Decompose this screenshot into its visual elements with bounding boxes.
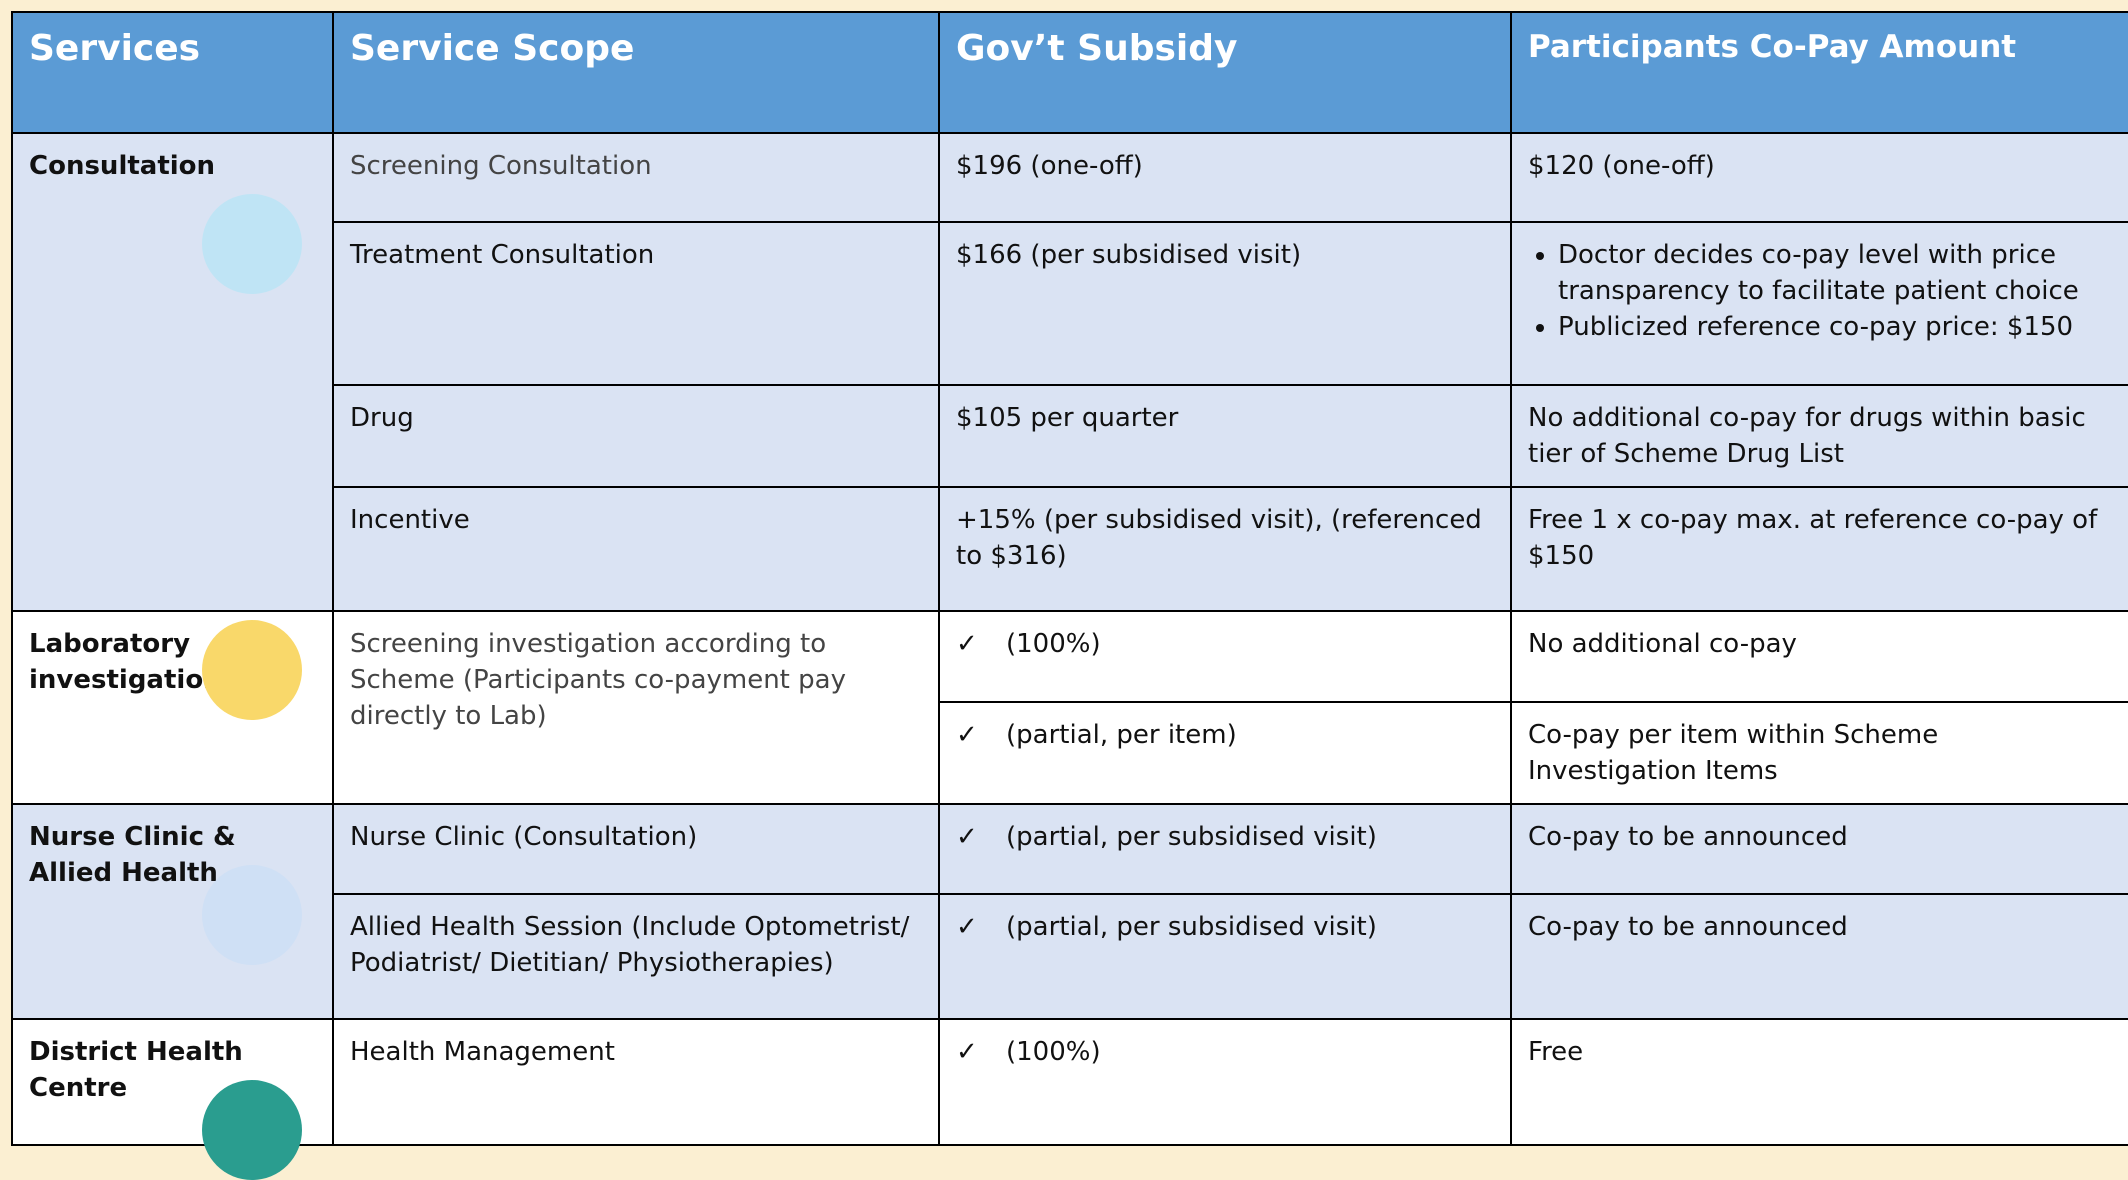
subsidy-cell: +15% (per subsidised visit), (referenced…: [939, 487, 1511, 611]
header-cell: Participants Co-Pay Amount: [1511, 12, 2128, 133]
copay-text: No additional co-pay: [1528, 629, 1797, 659]
copay-text: Co-pay to be announced: [1528, 822, 1848, 852]
subsidy-cell: $105 per quarter: [939, 385, 1511, 487]
service-cell: Consultation: [12, 133, 333, 611]
service-icon: [202, 865, 302, 965]
service-cell: Laboratory investigation: [12, 611, 333, 804]
copay-cell: Doctor decides co-pay level with price t…: [1511, 222, 2128, 385]
subsidy-text: (100%): [1006, 1037, 1101, 1067]
subsidy-cell: $196 (one-off): [939, 133, 1511, 222]
service-icon: [202, 194, 302, 294]
subsidy-text: $196 (one-off): [956, 151, 1143, 181]
subsidy-text: $105 per quarter: [956, 403, 1178, 433]
scope-cell: Screening investigation according to Sch…: [333, 611, 939, 804]
check-mark: ✓: [956, 909, 1006, 945]
copay-cell: Co-pay to be announced: [1511, 894, 2128, 1019]
service-icon: [202, 620, 302, 720]
check-mark: ✓: [956, 626, 1006, 662]
header-cell: Gov’t Subsidy: [939, 12, 1511, 133]
scope-cell: Screening Consultation: [333, 133, 939, 222]
copay-text: No additional co-pay for drugs within ba…: [1528, 403, 2086, 469]
copay-cell: $120 (one-off): [1511, 133, 2128, 222]
scope-cell: Drug: [333, 385, 939, 487]
copay-text: Free 1 x co-pay max. at reference co-pay…: [1528, 505, 2097, 571]
service-icon: [202, 1080, 302, 1180]
scope-cell: Nurse Clinic (Consultation): [333, 804, 939, 894]
subsidy-text: (partial, per subsidised visit): [1006, 822, 1377, 852]
subsidy-cell: ✓(partial, per subsidised visit): [939, 804, 1511, 894]
subsidy-text: +15% (per subsidised visit), (referenced…: [956, 505, 1482, 571]
subsidy-text: $166 (per subsidised visit): [956, 240, 1301, 270]
check-mark: ✓: [956, 717, 1006, 753]
header-cell: Services: [12, 12, 333, 133]
scope-cell: Health Management: [333, 1019, 939, 1145]
copay-cell: Co-pay to be announced: [1511, 804, 2128, 894]
subsidy-cell: $166 (per subsidised visit): [939, 222, 1511, 385]
copay-cell: Free 1 x co-pay max. at reference co-pay…: [1511, 487, 2128, 611]
scope-cell: Allied Health Session (Include Optometri…: [333, 894, 939, 1019]
service-cell: District Health Centre: [12, 1019, 333, 1145]
scope-cell: Treatment Consultation: [333, 222, 939, 385]
copay-cell: Co-pay per item within Scheme Investigat…: [1511, 702, 2128, 804]
service-name: Consultation: [29, 148, 316, 184]
subsidy-text: (100%): [1006, 629, 1101, 659]
header-cell: Service Scope: [333, 12, 939, 133]
copay-bullet: Doctor decides co-pay level with price t…: [1558, 237, 2112, 309]
subsidy-cell: ✓(100%): [939, 1019, 1511, 1145]
copay-cell: No additional co-pay for drugs within ba…: [1511, 385, 2128, 487]
service-cell: Nurse Clinic & Allied Health: [12, 804, 333, 1019]
copay-text: Co-pay to be announced: [1528, 912, 1848, 942]
subsidy-cell: ✓(100%): [939, 611, 1511, 702]
scope-cell: Incentive: [333, 487, 939, 611]
copay-text: Co-pay per item within Scheme Investigat…: [1528, 720, 1938, 786]
check-mark: ✓: [956, 1034, 1006, 1070]
copay-text: Free: [1528, 1037, 1583, 1067]
check-mark: ✓: [956, 819, 1006, 855]
copay-cell: No additional co-pay: [1511, 611, 2128, 702]
table-row: Consultation Screening Consultation $196 (…: [12, 133, 2128, 222]
subsidy-text: (partial, per subsidised visit): [1006, 912, 1377, 942]
copay-bullet: Publicized reference co-pay price: $150: [1558, 309, 2112, 345]
subsidy-text: (partial, per item): [1006, 720, 1237, 750]
subsidy-cell: ✓(partial, per subsidised visit): [939, 894, 1511, 1019]
subsidy-cell: ✓(partial, per item): [939, 702, 1511, 804]
copay-text: $120 (one-off): [1528, 151, 1715, 181]
copay-cell: Free: [1511, 1019, 2128, 1145]
copay-list: Doctor decides co-pay level with price t…: [1528, 237, 2112, 345]
